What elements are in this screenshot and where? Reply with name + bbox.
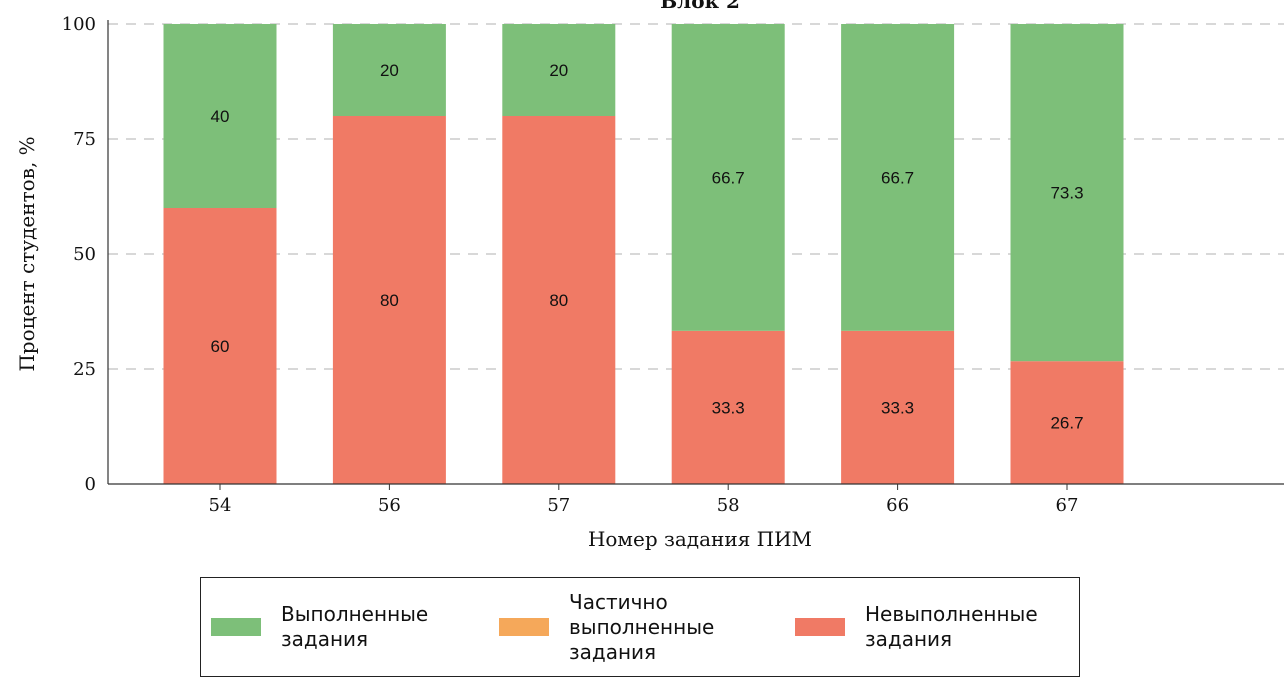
bar-segment — [332, 116, 446, 484]
bar-data-label: 66.7 — [881, 168, 914, 187]
bar-data-label: 20 — [380, 61, 399, 80]
bar-segment — [671, 330, 785, 484]
bar-segment — [1010, 361, 1124, 484]
legend-item-partial: Частично выполненные задания — [499, 578, 714, 676]
x-tick-label: 56 — [378, 495, 401, 516]
bar-data-label: 33.3 — [712, 398, 745, 417]
stacked-bar-chart: Блок 2 60 40 80 20 80 20 33.3 66.7 33.3 66.7 26.7 7… — [15, 0, 1284, 551]
y-axis-title: Процент студентов, % — [15, 136, 39, 371]
bar-segment — [671, 24, 785, 331]
bar-segment — [502, 116, 616, 484]
x-tick-label: 67 — [1056, 495, 1079, 516]
bar-data-label: 80 — [380, 291, 399, 310]
bar-data-label: 66.7 — [712, 168, 745, 187]
legend-label-completed: Выполненные задания — [281, 602, 429, 651]
bar-data-label: 80 — [549, 291, 568, 310]
bar-data-label: 20 — [549, 61, 568, 80]
x-tick-label: 57 — [547, 495, 570, 516]
legend-label-partial: Частично выполненные задания — [569, 589, 715, 664]
axes: 0 25 50 75 100 54 56 57 58 66 67 — [62, 14, 1284, 516]
bar-segment — [1010, 24, 1124, 362]
bar-segment — [163, 208, 277, 484]
bar-segment — [163, 24, 277, 208]
chart-title: Блок 2 — [660, 0, 740, 13]
x-axis-title: Номер задания ПИМ — [588, 527, 812, 551]
x-tick-label: 54 — [209, 495, 232, 516]
bar-segment — [502, 24, 616, 116]
x-tick-label: 66 — [886, 495, 909, 516]
y-tick-label: 50 — [73, 244, 96, 265]
bar-data-label: 40 — [211, 107, 230, 126]
legend-swatch-partial — [499, 618, 549, 636]
y-tick-label: 25 — [73, 359, 96, 380]
bar-data-label: 60 — [211, 337, 230, 356]
legend-item-completed: Выполненные задания — [211, 578, 428, 676]
bar-segment — [332, 24, 446, 116]
bar-segment — [841, 330, 955, 484]
bar-data-label: 73.3 — [1050, 184, 1083, 203]
y-tick-label: 0 — [85, 474, 96, 495]
legend-item-not-completed: Невыполненные задания — [795, 578, 1038, 676]
bar-data-label: 26.7 — [1050, 414, 1083, 433]
bar-segment — [841, 24, 955, 331]
bars-group: 60 40 80 20 80 20 33.3 66.7 33.3 66.7 26.7 73.3 — [163, 24, 1124, 484]
legend-swatch-completed — [211, 618, 261, 636]
x-tick-label: 58 — [717, 495, 740, 516]
y-tick-label: 75 — [73, 129, 96, 150]
bar-data-label: 33.3 — [881, 398, 914, 417]
y-tick-label: 100 — [62, 14, 96, 35]
legend-swatch-not-completed — [795, 618, 845, 636]
legend-label-not-completed: Невыполненные задания — [865, 602, 1038, 651]
legend: Выполненные задания Частично выполненные… — [200, 577, 1080, 677]
